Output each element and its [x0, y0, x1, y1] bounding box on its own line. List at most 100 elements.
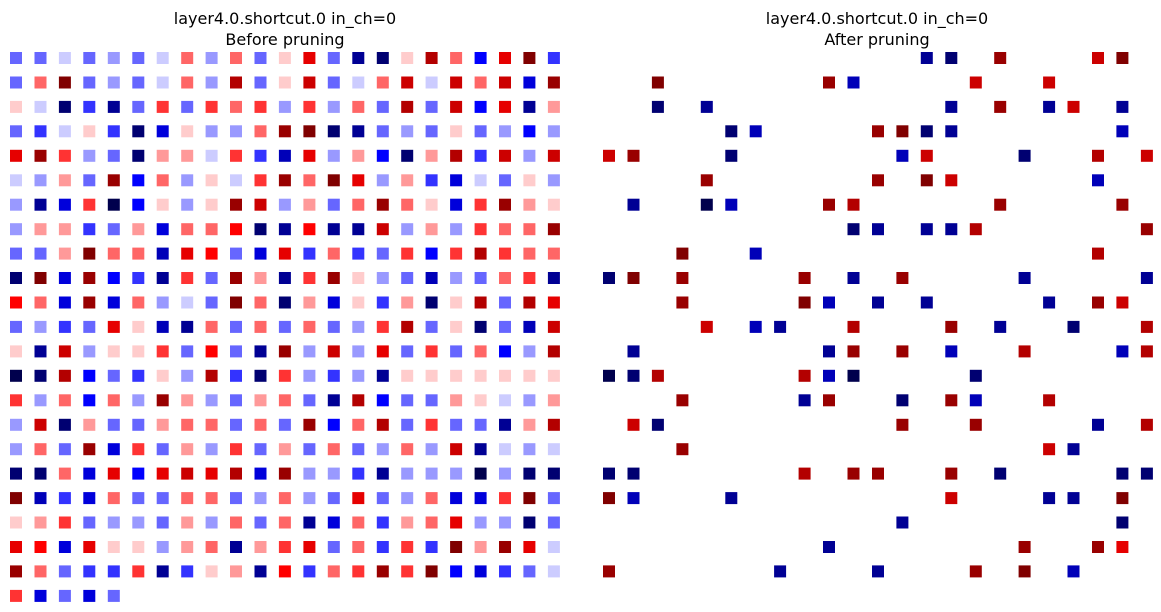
heatmap-cell	[1067, 296, 1080, 309]
heatmap-cell	[376, 418, 389, 431]
heatmap-cell	[401, 443, 414, 456]
heatmap-cell	[425, 223, 438, 236]
heatmap-cell	[34, 541, 47, 553]
heatmap-cell	[10, 100, 22, 113]
heatmap-cell	[725, 174, 738, 187]
heatmap-cell	[132, 443, 145, 456]
heatmap-cell	[1018, 272, 1031, 284]
heatmap-cell	[627, 296, 640, 309]
heatmap-cell	[1092, 174, 1104, 187]
heatmap-cell	[774, 369, 787, 382]
heatmap-cell	[798, 174, 811, 187]
heatmap-cell	[303, 296, 316, 309]
heatmap-cell	[823, 443, 835, 456]
heatmap-cell	[920, 467, 933, 480]
heatmap-cell	[994, 418, 1007, 431]
heatmap-cell	[547, 492, 560, 505]
heatmap-cell	[181, 125, 194, 138]
heatmap-cell	[1092, 247, 1104, 260]
heatmap-cell	[896, 345, 909, 358]
heatmap-cell	[823, 296, 835, 309]
heatmap-cell	[58, 492, 71, 505]
heatmap-cell	[254, 174, 267, 187]
heatmap-cell	[303, 52, 316, 64]
heatmap-cell	[676, 76, 689, 89]
heatmap-cell	[1092, 418, 1104, 431]
heatmap-cell	[676, 589, 689, 602]
heatmap-cell	[10, 492, 22, 505]
heatmap-cell	[627, 76, 640, 89]
heatmap-cell	[10, 443, 22, 456]
heatmap-cell	[676, 418, 689, 431]
heatmap-cell	[627, 174, 640, 187]
heatmap-cell	[10, 76, 22, 89]
heatmap-cell	[1067, 541, 1080, 553]
heatmap-cell	[205, 296, 218, 309]
heatmap-cell	[474, 443, 487, 456]
heatmap-cell	[401, 418, 414, 431]
heatmap-cell	[798, 52, 811, 64]
heatmap-cell	[303, 467, 316, 480]
heatmap-cell	[896, 198, 909, 211]
heatmap-cell	[425, 345, 438, 358]
heatmap-cell	[798, 198, 811, 211]
heatmap-cell	[1092, 223, 1104, 236]
heatmap-cell	[994, 149, 1007, 162]
heatmap-cell	[651, 125, 664, 138]
heatmap-cell	[156, 369, 169, 382]
heatmap-cell	[1092, 296, 1104, 309]
heatmap-cell	[847, 76, 860, 89]
heatmap-cell	[450, 76, 463, 89]
heatmap-cell	[1140, 467, 1153, 480]
heatmap-cell	[327, 149, 340, 162]
heatmap-cell	[34, 247, 47, 260]
heatmap-cell	[1092, 467, 1104, 480]
heatmap-cell	[872, 394, 884, 407]
heatmap-cell	[1043, 296, 1056, 309]
heatmap-cell	[1116, 223, 1129, 236]
heatmap-cell	[205, 394, 218, 407]
heatmap-cell	[725, 369, 738, 382]
heatmap-cell	[994, 247, 1007, 260]
heatmap-cell	[107, 565, 120, 578]
heatmap-cell	[10, 247, 22, 260]
heatmap-cell	[920, 394, 933, 407]
heatmap-cell	[107, 52, 120, 64]
heatmap-cell	[499, 149, 511, 162]
heatmap-cell	[603, 492, 615, 505]
heatmap-cell	[58, 198, 71, 211]
heatmap-cell	[676, 100, 689, 113]
heatmap-cell	[327, 247, 340, 260]
heatmap-cell	[798, 76, 811, 89]
heatmap-cell	[945, 565, 958, 578]
heatmap-cell	[205, 100, 218, 113]
heatmap-cell	[700, 272, 713, 284]
heatmap-cell	[798, 467, 811, 480]
heatmap-cell	[872, 492, 884, 505]
heatmap-cell	[920, 443, 933, 456]
heatmap-cell	[474, 125, 487, 138]
heatmap-cell	[376, 149, 389, 162]
heatmap-cell	[34, 149, 47, 162]
heatmap-cell	[1067, 174, 1080, 187]
heatmap-cell	[774, 296, 787, 309]
heatmap-cell	[230, 76, 242, 89]
heatmap-cell	[627, 541, 640, 553]
heatmap-cell	[547, 149, 560, 162]
heatmap-cell	[774, 443, 787, 456]
heatmap-cell	[823, 247, 835, 260]
heatmap-cell	[798, 247, 811, 260]
heatmap-cell	[651, 296, 664, 309]
heatmap-cell	[278, 296, 291, 309]
heatmap-cell	[10, 174, 22, 187]
heatmap-cell	[774, 198, 787, 211]
heatmap-cell	[132, 394, 145, 407]
heatmap-cell	[34, 223, 47, 236]
heatmap-cell	[774, 541, 787, 553]
heatmap-cell	[278, 125, 291, 138]
heatmap-cell	[969, 320, 982, 333]
heatmap-cell	[303, 149, 316, 162]
heatmap-cell	[847, 296, 860, 309]
heatmap-cell	[603, 345, 615, 358]
heatmap-cell	[425, 467, 438, 480]
